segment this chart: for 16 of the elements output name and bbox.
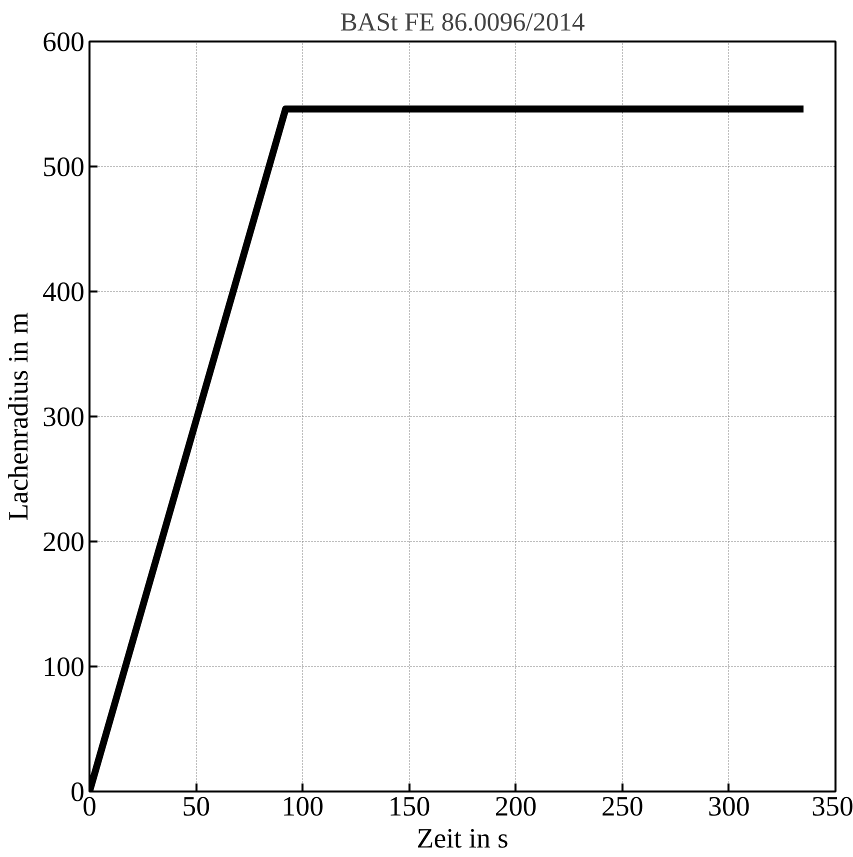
x-tick-label: 100 (282, 792, 324, 822)
y-tick-label: 300 (42, 402, 84, 433)
x-axis-title: Zeit in s (416, 824, 508, 854)
y-axis-title: Lachenradius in m (4, 312, 34, 521)
y-tick-label: 400 (42, 277, 84, 308)
x-tick-label: 50 (182, 792, 210, 822)
y-tick-label: 500 (42, 152, 84, 183)
y-tick-label: 100 (42, 652, 84, 683)
x-tick-label: 350 (812, 792, 853, 822)
y-tick-label: 200 (42, 527, 84, 558)
x-tick-label: 200 (494, 792, 537, 822)
y-tick-label: 600 (42, 27, 84, 58)
x-tick-label: 250 (601, 792, 644, 822)
x-tick-label: 150 (388, 792, 430, 822)
x-tick-label: 300 (708, 792, 750, 822)
chart-title: BASt FE 86.0096/2014 (340, 8, 585, 36)
